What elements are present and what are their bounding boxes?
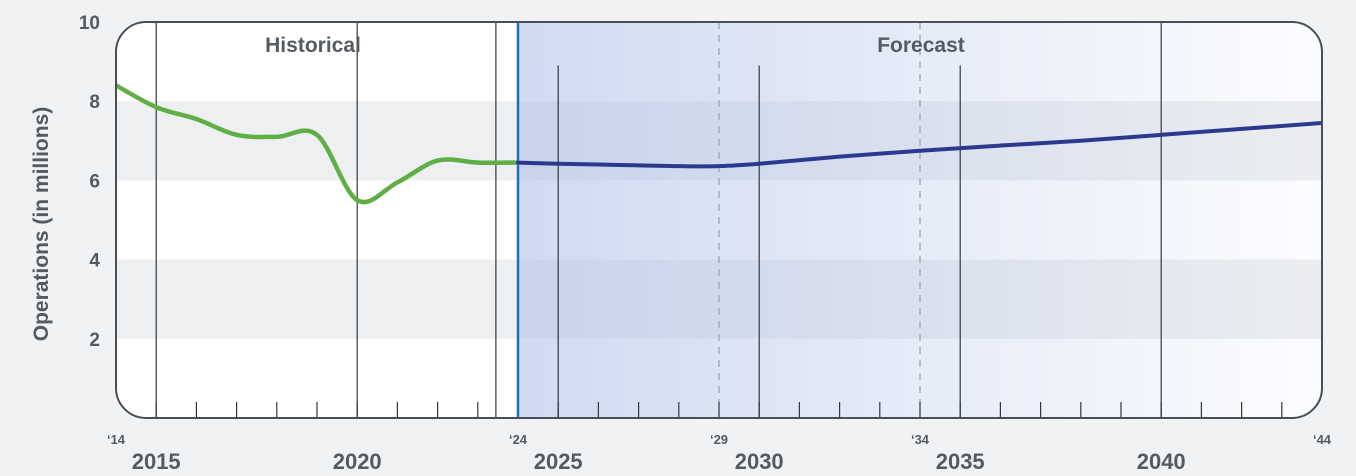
y-tick-label: 4 bbox=[89, 251, 100, 272]
x-major-tick-labels: 2015 2020 2025 2030 2035 2040 bbox=[132, 449, 1186, 474]
series-lines bbox=[116, 83, 1322, 205]
x-minor-tick-labels: ‘14 ‘24 ‘29 ‘34 ‘44 bbox=[107, 432, 1332, 447]
region-label: Forecast bbox=[877, 34, 965, 57]
x-minor-tick-label: ‘24 bbox=[509, 432, 528, 447]
y-tick-label: 10 bbox=[79, 13, 100, 34]
historical-series-line bbox=[116, 83, 521, 205]
x-minor-tick-label: ‘44 bbox=[1313, 432, 1332, 447]
x-tick-label: 2035 bbox=[936, 449, 985, 474]
forecast-series-line bbox=[516, 120, 1322, 169]
x-minor-tick-label: ‘34 bbox=[911, 432, 930, 447]
major-gridlines bbox=[155, 22, 1162, 418]
y-axis-label: Operations (in millions) bbox=[30, 107, 53, 342]
dashed-gridlines bbox=[718, 22, 921, 418]
x-tick-label: 2025 bbox=[534, 449, 583, 474]
y-tick-label: 6 bbox=[89, 171, 100, 192]
y-tick-label: 2 bbox=[89, 330, 100, 351]
plot-border bbox=[115, 21, 1323, 419]
x-tick-label: 2030 bbox=[735, 449, 784, 474]
x-minor-tick-label: ‘29 bbox=[710, 432, 728, 447]
x-tick-label: 2020 bbox=[333, 449, 382, 474]
x-tick-label: 2040 bbox=[1137, 449, 1186, 474]
x-minor-tick-label: ‘14 bbox=[107, 432, 126, 447]
region-label: Historical bbox=[265, 34, 361, 57]
region-labels: Historical Forecast bbox=[265, 34, 965, 57]
y-tick-labels: 2 4 6 8 10 bbox=[79, 13, 101, 351]
x-tick-label: 2015 bbox=[132, 449, 181, 474]
y-tick-label: 8 bbox=[89, 92, 100, 113]
